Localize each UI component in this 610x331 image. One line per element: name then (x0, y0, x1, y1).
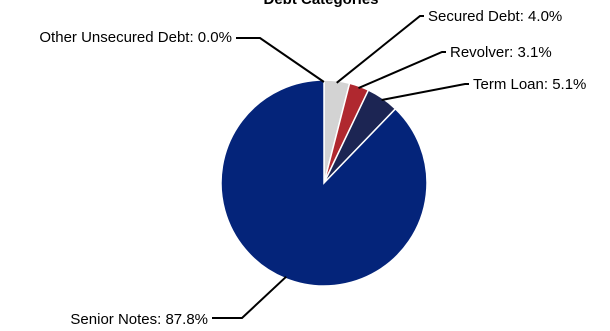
pie-slice-senior-notes (220, 79, 428, 287)
leader-lines (212, 15, 469, 319)
leader-line-revolver (358, 51, 446, 90)
leader-line-secured-debt (336, 15, 424, 84)
slice-label-other-unsecured-debt: Other Unsecured Debt: 0.0% (39, 29, 232, 46)
leader-line-other-unsecured-debt (236, 37, 325, 83)
leader-line-term-loan (381, 83, 469, 101)
slice-labels: Secured Debt: 4.0% Revolver: 3.1% Term Loa… (39, 8, 586, 328)
slice-label-revolver: Revolver: 3.1% (450, 44, 552, 61)
slice-label-secured-debt: Secured Debt: 4.0% (428, 8, 562, 25)
slice-label-term-loan: Term Loan: 5.1% (473, 76, 586, 93)
pie-slices (220, 79, 428, 287)
chart-title: Debt Categories (263, 0, 378, 8)
leader-line-senior-notes (212, 275, 287, 319)
slice-label-senior-notes: Senior Notes: 87.8% (70, 311, 208, 328)
